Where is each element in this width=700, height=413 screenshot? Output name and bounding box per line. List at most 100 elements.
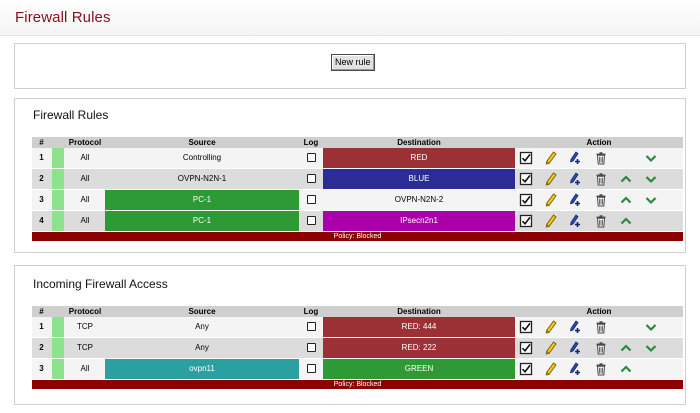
toggle-enabled-icon[interactable]: [519, 320, 533, 334]
toggle-enabled-icon[interactable]: [519, 341, 533, 355]
edit-pencil-icon[interactable]: [544, 320, 558, 334]
move-up-icon[interactable]: [619, 362, 633, 376]
col-header-destination: Destination: [323, 306, 515, 317]
table-header-row: # Protocol Source Log Destination Action: [32, 137, 683, 148]
log-checkbox[interactable]: [306, 364, 316, 374]
rule-status-cell: [51, 148, 65, 169]
rule-log-cell: [299, 148, 323, 169]
log-checkbox[interactable]: [306, 216, 316, 226]
log-checkbox[interactable]: [306, 153, 316, 163]
move-down-icon[interactable]: [644, 151, 658, 165]
rule-status-cell: [51, 189, 65, 211]
edit-rule-icon[interactable]: [569, 193, 583, 207]
rule-source: Any: [105, 317, 299, 338]
move-up-icon[interactable]: [619, 214, 633, 228]
firewall-rules-table: # Protocol Source Log Destination Action…: [32, 137, 683, 241]
move-down-icon[interactable]: [644, 172, 658, 186]
delete-icon[interactable]: [594, 172, 608, 186]
rule-log-cell: [299, 358, 323, 380]
table-row: 2 All OVPN-N2N-1 BLUE: [32, 168, 683, 190]
delete-icon[interactable]: [594, 341, 608, 355]
rule-status-cell: [51, 168, 65, 190]
new-rule-button[interactable]: New rule: [331, 54, 375, 71]
rule-number: 3: [32, 358, 51, 380]
rule-status-cell: [51, 210, 65, 232]
delete-icon[interactable]: [594, 193, 608, 207]
rule-source: PC-1: [105, 210, 299, 232]
rule-actions: [515, 148, 683, 169]
delete-icon[interactable]: [594, 214, 608, 228]
edit-rule-icon[interactable]: [569, 151, 583, 165]
col-header-source: Source: [105, 137, 299, 148]
rule-log-cell: [299, 317, 323, 338]
page-header: Firewall Rules: [0, 0, 700, 36]
rule-protocol: All: [65, 168, 105, 190]
toggle-enabled-icon[interactable]: [519, 214, 533, 228]
rule-number: 2: [32, 337, 51, 359]
edit-rule-icon[interactable]: [569, 341, 583, 355]
col-header-protocol: Protocol: [65, 137, 105, 148]
edit-pencil-icon[interactable]: [544, 362, 558, 376]
move-down-icon[interactable]: [644, 193, 658, 207]
rule-number: 2: [32, 168, 51, 190]
rule-number: 3: [32, 189, 51, 211]
rule-protocol: All: [65, 358, 105, 380]
section-title-incoming-access: Incoming Firewall Access: [33, 277, 168, 291]
col-header-action: Action: [515, 137, 683, 148]
edit-rule-icon[interactable]: [569, 214, 583, 228]
rule-enabled-indicator: [52, 359, 64, 379]
rule-log-cell: [299, 168, 323, 190]
edit-pencil-icon[interactable]: [544, 214, 558, 228]
edit-pencil-icon[interactable]: [544, 172, 558, 186]
delete-icon[interactable]: [594, 362, 608, 376]
log-checkbox[interactable]: [306, 195, 316, 205]
delete-icon[interactable]: [594, 320, 608, 334]
rule-destination: GREEN: [323, 358, 515, 380]
toggle-enabled-icon[interactable]: [519, 362, 533, 376]
table-row: 2 TCP Any RED: 222: [32, 337, 683, 359]
rule-log-cell: [299, 189, 323, 211]
move-up-icon[interactable]: [619, 193, 633, 207]
section-title-firewall-rules: Firewall Rules: [33, 108, 109, 122]
toggle-enabled-icon[interactable]: [519, 193, 533, 207]
table-row: 4 All PC-1 IPsecn2n1: [32, 210, 683, 232]
table-row: 3 All ovpn11 GREEN: [32, 358, 683, 380]
move-down-icon[interactable]: [644, 341, 658, 355]
log-checkbox[interactable]: [306, 322, 316, 332]
edit-pencil-icon[interactable]: [544, 151, 558, 165]
rule-destination: IPsecn2n1: [323, 210, 515, 232]
policy-row: Policy: Blocked: [32, 231, 683, 241]
rule-actions: [515, 317, 683, 338]
new-rule-panel: New rule: [14, 43, 686, 89]
rule-source: OVPN-N2N-1: [105, 168, 299, 190]
incoming-access-body: 1 TCP Any RED: 444 2 TCP Any RED: 222 3 All ovpn11…: [32, 317, 683, 380]
rule-status-cell: [51, 317, 65, 338]
rule-number: 4: [32, 210, 51, 232]
rule-enabled-indicator: [52, 148, 64, 168]
col-header-log: Log: [299, 137, 323, 148]
rule-status-cell: [51, 337, 65, 359]
col-header-destination: Destination: [323, 137, 515, 148]
move-down-icon[interactable]: [644, 320, 658, 334]
edit-pencil-icon[interactable]: [544, 341, 558, 355]
rule-protocol: TCP: [65, 337, 105, 359]
rule-destination: OVPN-N2N-2: [323, 189, 515, 211]
edit-rule-icon[interactable]: [569, 320, 583, 334]
toggle-enabled-icon[interactable]: [519, 151, 533, 165]
edit-rule-icon[interactable]: [569, 362, 583, 376]
edit-pencil-icon[interactable]: [544, 193, 558, 207]
log-checkbox[interactable]: [306, 174, 316, 184]
col-header-num: #: [32, 306, 51, 317]
log-checkbox[interactable]: [306, 343, 316, 353]
incoming-access-table: # Protocol Source Log Destination Action…: [32, 306, 683, 389]
edit-rule-icon[interactable]: [569, 172, 583, 186]
move-up-icon[interactable]: [619, 341, 633, 355]
delete-icon[interactable]: [594, 151, 608, 165]
incoming-access-panel: Incoming Firewall Access # Protocol Sour…: [14, 265, 686, 405]
firewall-rules-panel: Firewall Rules # Protocol Source Log Des…: [14, 98, 686, 253]
rule-protocol: All: [65, 148, 105, 169]
move-up-icon[interactable]: [619, 172, 633, 186]
toggle-enabled-icon[interactable]: [519, 172, 533, 186]
table-header-row: # Protocol Source Log Destination Action: [32, 306, 683, 317]
col-header-status: [51, 137, 65, 148]
